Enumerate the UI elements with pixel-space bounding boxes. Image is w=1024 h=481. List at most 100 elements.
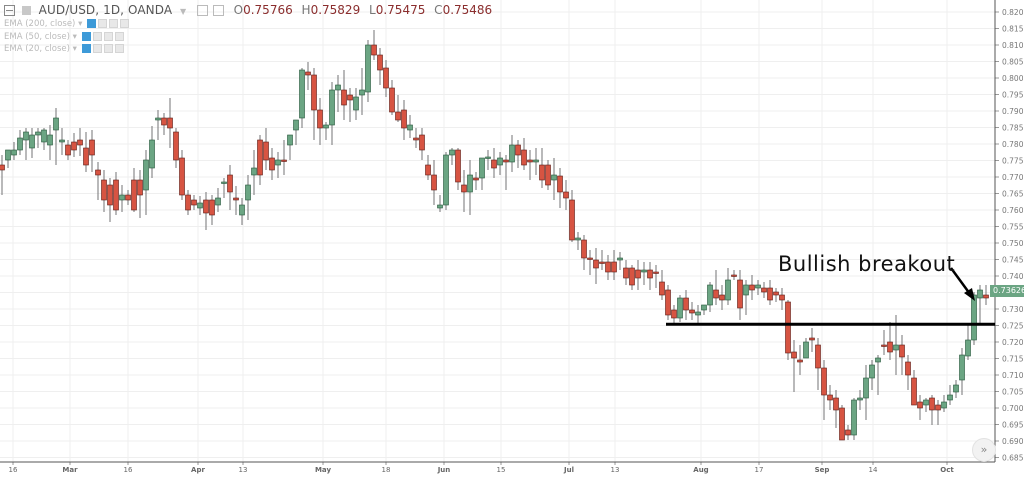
bullish-candle[interactable]: [875, 357, 881, 363]
bullish-candle[interactable]: [893, 344, 899, 351]
settings-icon[interactable]: [196, 5, 208, 16]
bullish-candle[interactable]: [971, 294, 977, 341]
bullish-candle[interactable]: [17, 137, 23, 151]
bearish-candle[interactable]: [671, 309, 677, 319]
bearish-candle[interactable]: [659, 281, 665, 296]
bearish-candle[interactable]: [917, 401, 923, 409]
bearish-candle[interactable]: [605, 261, 611, 273]
bearish-candle[interactable]: [173, 131, 179, 161]
bullish-candle[interactable]: [299, 69, 305, 119]
bearish-candle[interactable]: [113, 179, 119, 211]
bullish-candle[interactable]: [959, 354, 965, 381]
bearish-candle[interactable]: [377, 54, 383, 71]
bullish-candle[interactable]: [359, 89, 365, 96]
plus-icon[interactable]: [103, 32, 113, 41]
bearish-candle[interactable]: [521, 149, 527, 166]
bearish-candle[interactable]: [581, 239, 587, 259]
bearish-candle[interactable]: [131, 179, 137, 211]
bearish-candle[interactable]: [761, 287, 767, 293]
bullish-candle[interactable]: [551, 174, 557, 181]
bullish-candle[interactable]: [947, 394, 953, 401]
bullish-candle[interactable]: [119, 194, 125, 201]
bearish-candle[interactable]: [461, 184, 467, 193]
bearish-candle[interactable]: [983, 294, 989, 299]
settings-icon[interactable]: [92, 32, 102, 41]
bullish-candle[interactable]: [755, 284, 761, 289]
bearish-candle[interactable]: [809, 337, 815, 341]
bearish-candle[interactable]: [311, 74, 317, 111]
bullish-candle[interactable]: [575, 237, 581, 241]
collapse-icon[interactable]: [4, 5, 15, 16]
bearish-candle[interactable]: [137, 179, 143, 196]
bearish-candle[interactable]: [785, 301, 791, 354]
bearish-candle[interactable]: [833, 397, 839, 411]
bullish-candle[interactable]: [365, 44, 371, 93]
bullish-candle[interactable]: [329, 89, 335, 126]
bearish-candle[interactable]: [419, 134, 425, 151]
bullish-candle[interactable]: [725, 279, 731, 301]
bearish-candle[interactable]: [929, 397, 935, 411]
bearish-candle[interactable]: [557, 175, 563, 193]
bearish-candle[interactable]: [647, 269, 653, 279]
bullish-candle[interactable]: [497, 157, 503, 166]
bullish-candle[interactable]: [695, 311, 701, 316]
bullish-candle[interactable]: [857, 397, 863, 401]
bearish-candle[interactable]: [341, 89, 347, 106]
bullish-candle[interactable]: [353, 96, 359, 111]
bearish-candle[interactable]: [845, 429, 851, 436]
eye-icon[interactable]: [87, 19, 97, 28]
plus-icon[interactable]: [103, 44, 113, 53]
bearish-candle[interactable]: [731, 274, 737, 277]
bearish-candle[interactable]: [65, 144, 71, 156]
bullish-candle[interactable]: [479, 157, 485, 179]
bearish-candle[interactable]: [263, 141, 269, 161]
bearish-candle[interactable]: [689, 309, 695, 314]
bearish-candle[interactable]: [887, 341, 893, 353]
bearish-candle[interactable]: [107, 184, 113, 206]
bearish-candle[interactable]: [779, 294, 785, 301]
bullish-candle[interactable]: [941, 401, 947, 409]
bearish-candle[interactable]: [71, 141, 77, 151]
bullish-candle[interactable]: [869, 364, 875, 379]
bearish-candle[interactable]: [539, 164, 545, 181]
bullish-candle[interactable]: [11, 149, 17, 156]
close-icon[interactable]: [114, 32, 124, 41]
bearish-candle[interactable]: [599, 261, 605, 264]
close-icon[interactable]: [114, 44, 124, 53]
bearish-candle[interactable]: [815, 344, 821, 369]
bearish-candle[interactable]: [491, 159, 497, 169]
bearish-candle[interactable]: [191, 199, 197, 206]
bullish-candle[interactable]: [677, 297, 683, 319]
bullish-candle[interactable]: [275, 159, 281, 166]
bearish-candle[interactable]: [545, 164, 551, 186]
bullish-candle[interactable]: [707, 284, 713, 306]
bearish-candle[interactable]: [881, 344, 887, 347]
bearish-candle[interactable]: [623, 267, 629, 279]
bullish-candle[interactable]: [59, 139, 65, 143]
bearish-candle[interactable]: [515, 144, 521, 156]
bearish-candle[interactable]: [257, 139, 263, 176]
bearish-candle[interactable]: [389, 87, 395, 113]
bullish-candle[interactable]: [53, 117, 59, 131]
bullish-candle[interactable]: [149, 139, 155, 169]
bearish-candle[interactable]: [563, 191, 569, 199]
bullish-candle[interactable]: [641, 269, 647, 273]
bearish-candle[interactable]: [527, 159, 533, 163]
bearish-candle[interactable]: [665, 289, 671, 316]
bearish-candle[interactable]: [233, 197, 239, 201]
bearish-candle[interactable]: [401, 109, 407, 129]
bearish-candle[interactable]: [773, 291, 779, 296]
settings-icon[interactable]: [92, 44, 102, 53]
bearish-candle[interactable]: [911, 377, 917, 406]
bearish-candle[interactable]: [827, 394, 833, 401]
bearish-candle[interactable]: [77, 139, 83, 146]
eye-icon[interactable]: [81, 44, 91, 53]
bullish-candle[interactable]: [617, 257, 623, 261]
bearish-candle[interactable]: [305, 71, 311, 76]
bearish-candle[interactable]: [635, 269, 641, 279]
bullish-candle[interactable]: [47, 134, 53, 146]
bearish-candle[interactable]: [371, 44, 377, 56]
bullish-candle[interactable]: [965, 339, 971, 357]
format-icon[interactable]: [212, 5, 224, 16]
